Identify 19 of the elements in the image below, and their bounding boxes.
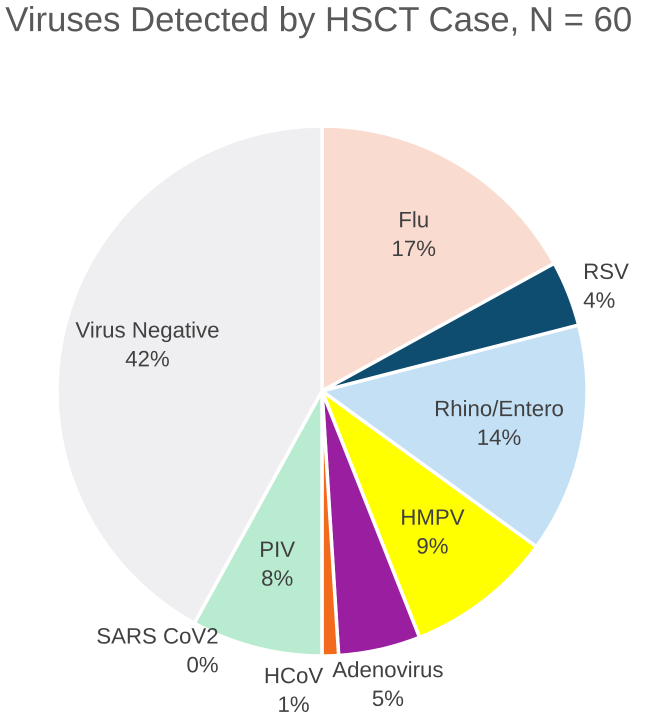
data-label: 1%	[279, 696, 309, 712]
slice-label: Flu	[400, 211, 428, 228]
slice-label: HCoV	[266, 668, 324, 684]
data-label: 9%	[417, 538, 448, 554]
slice-label: HMPV	[402, 509, 464, 525]
text: 0%	[187, 656, 218, 673]
data-label: 4%	[584, 292, 614, 308]
data-label: 17%	[393, 240, 436, 256]
slice-label: RSV	[584, 263, 629, 280]
slice-label: Rhino/Entero	[436, 400, 563, 416]
data-label: 8%	[262, 570, 292, 586]
slice-label: Adenovirus	[332, 661, 443, 678]
slice-label: Virus Negative	[76, 321, 219, 342]
data-label: 5%	[372, 690, 404, 706]
data-label: 14%	[478, 429, 520, 446]
chart-title: Viruses Detected by HSCT Case, N = 60	[5, 6, 631, 38]
slice-label: PIV	[261, 542, 295, 557]
data-label: 42%	[126, 350, 169, 366]
category-label: SARS CoV2	[97, 628, 218, 644]
